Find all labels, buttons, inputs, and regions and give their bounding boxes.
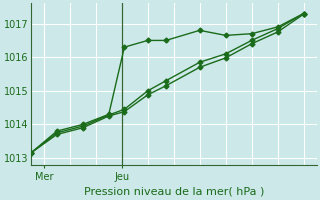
X-axis label: Pression niveau de la mer( hPa ): Pression niveau de la mer( hPa ) — [84, 187, 264, 197]
